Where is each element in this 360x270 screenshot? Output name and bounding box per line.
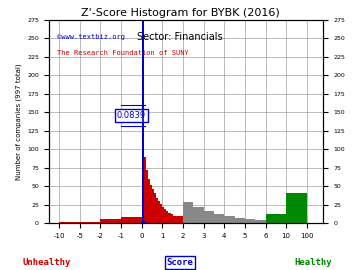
Bar bbox=[266, 214, 286, 223]
Bar bbox=[171, 214, 172, 223]
Bar bbox=[224, 217, 235, 223]
Bar bbox=[193, 207, 204, 223]
Bar bbox=[235, 218, 245, 223]
Text: The Research Foundation of SUNY: The Research Foundation of SUNY bbox=[57, 50, 189, 56]
Bar bbox=[154, 194, 156, 223]
Bar bbox=[245, 220, 255, 223]
Bar bbox=[156, 198, 158, 223]
Bar bbox=[141, 20, 144, 223]
Bar bbox=[166, 211, 168, 223]
Bar bbox=[160, 204, 162, 223]
Bar bbox=[148, 179, 150, 223]
Bar bbox=[162, 207, 164, 223]
Bar bbox=[144, 157, 146, 223]
Bar bbox=[168, 213, 171, 223]
Text: 0.0839: 0.0839 bbox=[117, 111, 146, 120]
Bar bbox=[100, 220, 121, 223]
Bar bbox=[286, 194, 307, 223]
Bar bbox=[164, 209, 166, 223]
Text: Sector: Financials: Sector: Financials bbox=[137, 32, 223, 42]
Bar bbox=[59, 222, 80, 223]
Text: Unhealthy: Unhealthy bbox=[23, 258, 71, 267]
Bar bbox=[121, 217, 141, 223]
Text: Z'-Score Histogram for BYBK (2016): Z'-Score Histogram for BYBK (2016) bbox=[81, 8, 279, 18]
Y-axis label: Number of companies (997 total): Number of companies (997 total) bbox=[15, 63, 22, 180]
Bar bbox=[146, 170, 148, 223]
Bar bbox=[80, 222, 100, 223]
Bar bbox=[152, 189, 154, 223]
Text: ©www.textbiz.org: ©www.textbiz.org bbox=[57, 34, 125, 40]
Bar bbox=[183, 202, 193, 223]
Bar bbox=[204, 211, 214, 223]
Bar bbox=[158, 201, 160, 223]
Bar bbox=[172, 216, 183, 223]
Text: Score: Score bbox=[167, 258, 193, 267]
Text: Healthy: Healthy bbox=[294, 258, 332, 267]
Bar bbox=[150, 185, 152, 223]
Bar bbox=[214, 214, 224, 223]
Bar bbox=[255, 220, 266, 223]
